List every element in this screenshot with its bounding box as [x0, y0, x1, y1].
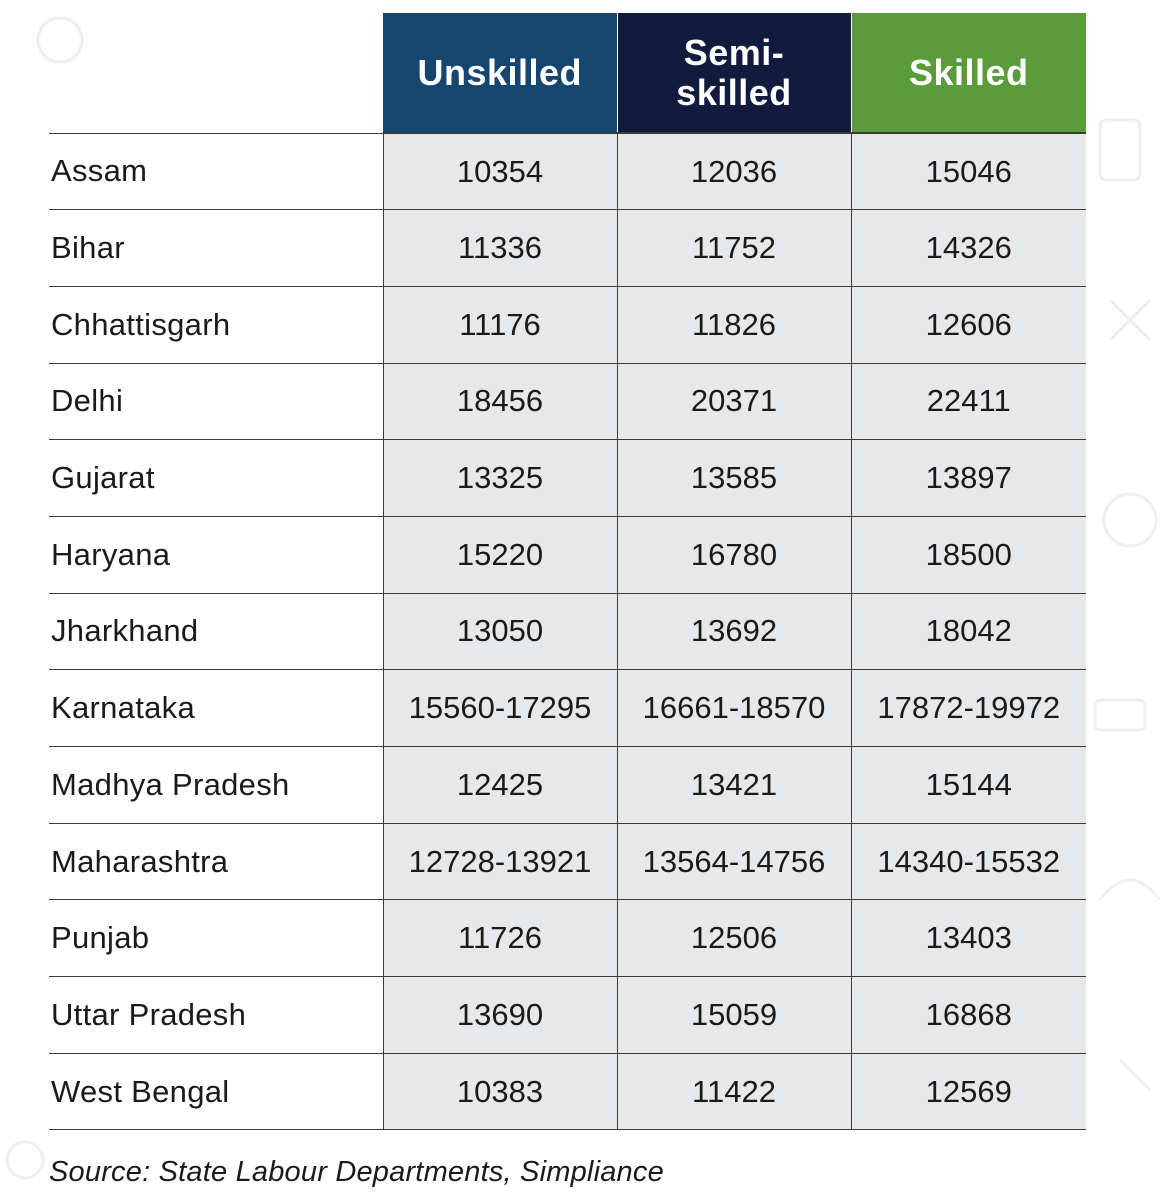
state-name-cell: Maharashtra: [49, 822, 383, 900]
table-row: Jharkhand 13050 13692 18042: [49, 592, 1086, 670]
wage-table-wrapper: Unskilled Semi- skilled Skilled Assam 103…: [49, 13, 1086, 1131]
wage-unskilled-cell: 11336: [382, 209, 617, 287]
column-header-semi-skilled: Semi- skilled: [616, 13, 852, 134]
table-row: Madhya Pradesh 12425 13421 15144: [49, 746, 1086, 824]
state-name-cell: Haryana: [49, 515, 383, 594]
table-row: Haryana 15220 16780 18500: [49, 515, 1086, 594]
wage-unskilled-cell: 15220: [382, 515, 617, 594]
header-row: Unskilled Semi- skilled Skilled: [49, 13, 1086, 134]
state-name-cell: Chhattisgarh: [49, 285, 383, 364]
wage-skilled-cell: 15046: [850, 132, 1086, 210]
state-name-cell: Bihar: [49, 209, 383, 287]
wage-unskilled-cell: 11176: [382, 285, 617, 364]
wage-unskilled-cell: 12425: [382, 746, 617, 824]
wage-skilled-cell: 17872-19972: [850, 669, 1086, 747]
wage-skilled-cell: 12569: [850, 1052, 1086, 1131]
wage-semi-skilled-cell: 11752: [616, 209, 851, 287]
wage-semi-skilled-cell: 16780: [616, 515, 851, 594]
wage-skilled-cell: 12606: [850, 285, 1086, 364]
wage-skilled-cell: 13897: [850, 439, 1086, 517]
wage-semi-skilled-cell: 15059: [616, 976, 851, 1054]
wage-semi-skilled-cell: 20371: [616, 362, 851, 440]
state-name-cell: Assam: [49, 132, 383, 210]
state-name-cell: Madhya Pradesh: [49, 746, 383, 824]
wage-skilled-cell: 18500: [850, 515, 1086, 594]
source-note: Source: State Labour Departments, Simpli…: [49, 1156, 664, 1188]
wage-table: Unskilled Semi- skilled Skilled Assam 103…: [49, 13, 1086, 1131]
wage-semi-skilled-cell: 12036: [616, 132, 851, 210]
state-name-cell: West Bengal: [49, 1052, 383, 1131]
wage-unskilled-cell: 10383: [382, 1052, 617, 1131]
wage-skilled-cell: 15144: [850, 746, 1086, 824]
table-row: Bihar 11336 11752 14326: [49, 209, 1086, 287]
wage-semi-skilled-cell: 12506: [616, 899, 851, 977]
table-row: Delhi 18456 20371 22411: [49, 362, 1086, 440]
wage-unskilled-cell: 18456: [382, 362, 617, 440]
wage-semi-skilled-cell: 13421: [616, 746, 851, 824]
wage-skilled-cell: 13403: [850, 899, 1086, 977]
state-name-cell: Uttar Pradesh: [49, 976, 383, 1054]
state-name-cell: Karnataka: [49, 669, 383, 747]
wage-semi-skilled-cell: 13585: [616, 439, 851, 517]
wage-semi-skilled-cell: 11422: [616, 1052, 851, 1131]
table-row: Punjab 11726 12506 13403: [49, 899, 1086, 977]
wage-semi-skilled-cell: 16661-18570: [616, 669, 851, 747]
wage-skilled-cell: 14326: [850, 209, 1086, 287]
table-row: Gujarat 13325 13585 13897: [49, 439, 1086, 517]
wage-skilled-cell: 16868: [850, 976, 1086, 1054]
state-name-cell: Gujarat: [49, 439, 383, 517]
wage-semi-skilled-cell: 11826: [616, 285, 851, 364]
wage-semi-skilled-cell: 13564-14756: [616, 822, 851, 900]
table-row: West Bengal 10383 11422 12569: [49, 1052, 1086, 1131]
wage-unskilled-cell: 11726: [382, 899, 617, 977]
wage-unskilled-cell: 13325: [382, 439, 617, 517]
table-row: Maharashtra 12728-13921 13564-14756 14340-1…: [49, 822, 1086, 900]
wage-skilled-cell: 14340-15532: [850, 822, 1086, 900]
wage-skilled-cell: 18042: [850, 592, 1086, 670]
wage-semi-skilled-cell: 13692: [616, 592, 851, 670]
table-row: Chhattisgarh 11176 11826 12606: [49, 285, 1086, 364]
state-name-cell: Delhi: [49, 362, 383, 440]
state-name-cell: Jharkhand: [49, 592, 383, 670]
column-header-skilled: Skilled: [851, 13, 1086, 134]
table-body: Assam 10354 12036 15046 Bihar 11336 11752 14326…: [49, 132, 1086, 1131]
column-header-unskilled: Unskilled: [383, 13, 617, 134]
wage-unskilled-cell: 12728-13921: [382, 822, 617, 900]
wage-unskilled-cell: 13690: [382, 976, 617, 1054]
table-row: Assam 10354 12036 15046: [49, 132, 1086, 210]
state-name-cell: Punjab: [49, 899, 383, 977]
wage-unskilled-cell: 10354: [382, 132, 617, 210]
wage-unskilled-cell: 13050: [382, 592, 617, 670]
header-blank-cell: [49, 13, 383, 133]
wage-unskilled-cell: 15560-17295: [382, 669, 617, 747]
table-row: Karnataka 15560-17295 16661-18570 17872-199…: [49, 669, 1086, 747]
wage-skilled-cell: 22411: [850, 362, 1086, 440]
table-row: Uttar Pradesh 13690 15059 16868: [49, 976, 1086, 1054]
